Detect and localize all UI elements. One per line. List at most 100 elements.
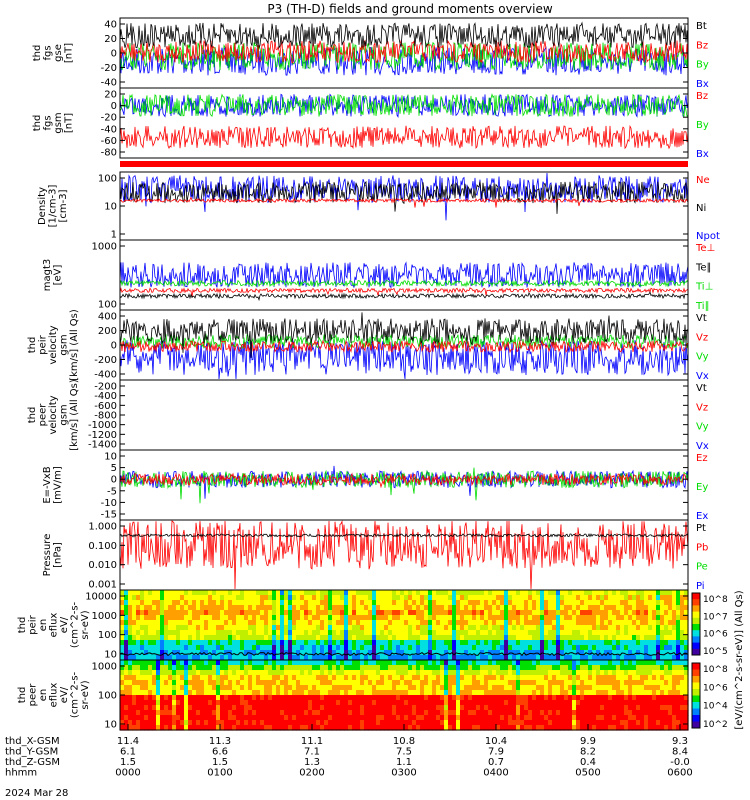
spectrogram-cell [380, 615, 385, 621]
spectrogram-cell [412, 635, 417, 641]
spectrogram-cell [132, 720, 137, 726]
spectrogram-cell [396, 630, 401, 636]
spectrogram-cell [668, 705, 673, 711]
spectrogram-cell [372, 625, 377, 631]
spectrogram-cell [192, 625, 197, 631]
trace-te-perp [119, 261, 689, 288]
x-tick-label: 1.1 [396, 757, 412, 768]
spectrogram-cell [132, 655, 137, 661]
spectrogram-cell [232, 655, 237, 661]
spectrogram-cell [588, 690, 593, 696]
spectrogram-cell [356, 675, 361, 681]
spectrogram-cell [604, 715, 609, 721]
legend-entry: Vy [696, 352, 709, 363]
spectrogram-cell [188, 695, 193, 701]
spectrogram-cell [636, 725, 641, 731]
spectrogram-cell [288, 660, 293, 666]
spectrogram-cell [264, 595, 269, 601]
spectrogram-cell [452, 725, 457, 731]
spectrogram-cell [628, 690, 633, 696]
spectrogram-cell [328, 665, 333, 671]
spectrogram-cell [304, 725, 309, 731]
spectrogram-cell [288, 695, 293, 701]
spectrogram-cell [328, 705, 333, 711]
spectrogram-cell [548, 715, 553, 721]
spectrogram-cell [564, 710, 569, 716]
spectrogram-cell [360, 600, 365, 606]
spectrogram-cell [628, 680, 633, 686]
spectrogram-cell [640, 615, 645, 621]
spectrogram-cell [204, 645, 209, 651]
spectrogram-cell [384, 680, 389, 686]
spectrogram-cell [448, 680, 453, 686]
spectrogram-cell [216, 640, 221, 646]
spectrogram-cell [244, 675, 249, 681]
spectrogram-cell [244, 600, 249, 606]
spectrogram-cell [396, 650, 401, 656]
spectrogram-cell [468, 710, 473, 716]
spectrogram-cell [664, 635, 669, 641]
spectrogram-cell [516, 630, 521, 636]
y-axis-label-line: eflux [49, 613, 60, 638]
spectrogram-cell [132, 600, 137, 606]
spectrogram-cell [384, 640, 389, 646]
spectrogram-cell [648, 635, 653, 641]
spectrogram-cell [200, 705, 205, 711]
spectrogram-cell [208, 685, 213, 691]
spectrogram-cell [552, 665, 557, 671]
spectrogram-cell [204, 655, 209, 661]
spectrogram-cell [620, 590, 625, 596]
spectrogram-cell [160, 695, 165, 701]
colorbar-label: [eV/(cm^2-s-sr-eV)] (All Qs) [734, 590, 745, 729]
spectrogram-cell [460, 675, 465, 681]
spectrogram-cell [192, 715, 197, 721]
spectrogram-cell [372, 655, 377, 661]
spectrogram-cell [288, 610, 293, 616]
spectrogram-cell [208, 645, 213, 651]
spectrogram-cell [340, 700, 345, 706]
spectrogram-cell [660, 715, 665, 721]
spectrogram-cell [328, 690, 333, 696]
spectrogram-cell [236, 705, 241, 711]
spectrogram-cell [588, 695, 593, 701]
spectrogram-cell [248, 685, 253, 691]
spectrogram-cell [540, 720, 545, 726]
spectrogram-cell [280, 595, 285, 601]
spectrogram-cell [556, 610, 561, 616]
spectrogram-cell [320, 595, 325, 601]
colorbar-swatch [692, 663, 700, 666]
spectrogram-cell [316, 590, 321, 596]
spectrogram-cell [544, 615, 549, 621]
spectrogram-cell [328, 605, 333, 611]
spectrogram-cell [244, 630, 249, 636]
spectrogram-cell [356, 710, 361, 716]
y-axis-label-line: Pressure [42, 534, 53, 577]
colorbar-swatch [692, 719, 700, 723]
spectrogram-cell [180, 665, 185, 671]
spectrogram-cell [660, 645, 665, 651]
spectrogram-cell [676, 630, 681, 636]
spectrogram-cell [212, 720, 217, 726]
spectrogram-cell [144, 640, 149, 646]
spectrogram-cell [436, 635, 441, 641]
colorbar-swatch [692, 593, 700, 596]
spectrogram-cell [604, 660, 609, 666]
spectrogram-cell [648, 595, 653, 601]
spectrogram-cell [416, 630, 421, 636]
spectrogram-cell [628, 630, 633, 636]
spectrogram-cell [680, 725, 685, 731]
spectrogram-cell [396, 680, 401, 686]
spectrogram-cell [568, 670, 573, 676]
spectrogram-cell [280, 715, 285, 721]
spectrogram-cell [300, 615, 305, 621]
spectrogram-cell [204, 690, 209, 696]
spectrogram-cell [460, 600, 465, 606]
spectrogram-cell [572, 705, 577, 711]
spectrogram-cell [488, 655, 493, 661]
spectrogram-cell [164, 660, 169, 666]
spectrogram-cell [284, 645, 289, 651]
spectrogram-cell [432, 600, 437, 606]
spectrogram-cell [316, 595, 321, 601]
spectrogram-cell [544, 605, 549, 611]
colorbar-swatch [692, 594, 700, 597]
